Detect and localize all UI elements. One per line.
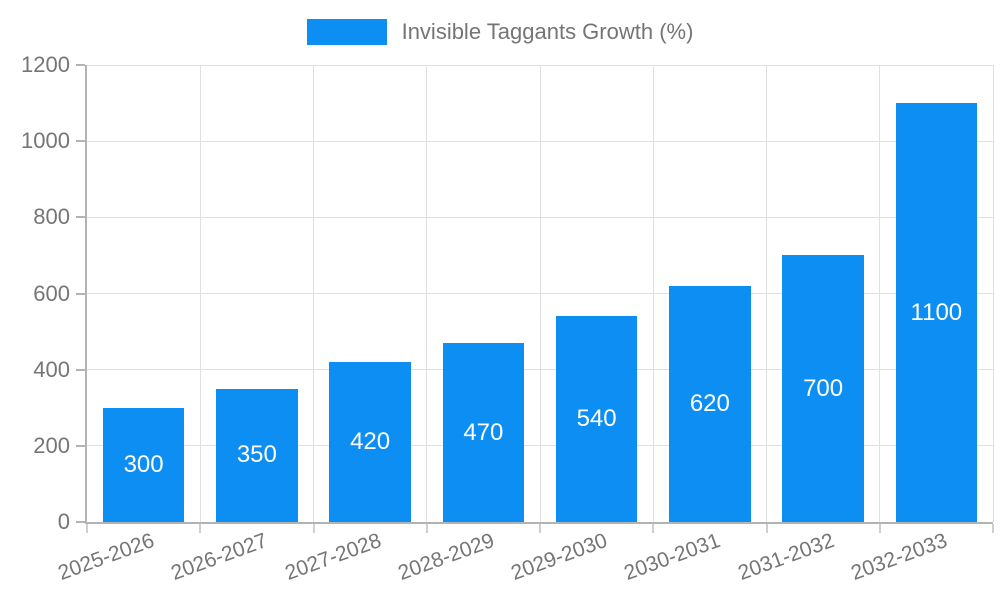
bar-value-label: 300 — [123, 450, 164, 478]
bar-2029-2030[interactable]: 540 — [555, 316, 638, 522]
legend[interactable]: Invisible Taggants Growth (%) — [0, 19, 1000, 45]
y-axis-tick — [76, 216, 85, 219]
y-axis-tick-label: 200 — [33, 432, 70, 458]
gridline-vertical — [426, 65, 428, 522]
x-axis-tick — [992, 524, 994, 533]
x-axis-tick — [878, 524, 881, 533]
x-axis-tick-label: 2031-2032 — [734, 529, 837, 585]
x-axis-tick-label: 2026-2027 — [168, 529, 271, 585]
x-axis-tick — [199, 524, 202, 533]
x-axis-tick-label: 2027-2028 — [281, 529, 384, 585]
bar-2028-2029[interactable]: 470 — [442, 343, 525, 522]
y-axis-tick-label: 800 — [33, 204, 70, 230]
gridline-vertical — [879, 65, 881, 522]
bar-2032-2033[interactable]: 1100 — [895, 103, 978, 522]
x-axis-tick — [765, 524, 768, 533]
x-axis-tick — [652, 524, 655, 533]
gridline-vertical — [652, 65, 654, 522]
x-axis-tick-label: 2028-2029 — [394, 529, 498, 585]
gridline-vertical — [313, 65, 314, 522]
x-axis-tick-label: 2030-2031 — [621, 529, 724, 585]
plot-area: 300 350 420 470 540 620 700 1100 — [85, 64, 994, 524]
bar-2031-2032[interactable]: 700 — [782, 255, 864, 522]
bar-value-label: 420 — [350, 428, 391, 456]
bar-2025-2026[interactable]: 300 — [102, 407, 185, 522]
x-axis-tick-label: 2025-2026 — [55, 529, 158, 585]
y-axis-tick — [76, 521, 85, 523]
y-axis-tick — [76, 140, 85, 143]
gridline-vertical — [539, 65, 541, 522]
y-axis-tick — [76, 368, 85, 371]
x-axis-tick-label: 2029-2030 — [508, 529, 611, 585]
gridline-vertical — [992, 65, 994, 522]
y-axis-tick-label: 1000 — [21, 128, 70, 154]
x-axis-tick — [312, 524, 315, 533]
y-axis-tick-label: 400 — [33, 356, 70, 382]
bar-2030-2031[interactable]: 620 — [669, 285, 751, 522]
gridline-vertical — [766, 65, 767, 522]
x-axis-tick-label: 2032-2033 — [847, 529, 951, 585]
bar-value-label: 1100 — [910, 298, 963, 326]
bar-value-label: 470 — [463, 418, 504, 446]
x-axis-tick — [425, 524, 428, 533]
bar-value-label: 620 — [689, 389, 730, 417]
bar-2027-2028[interactable]: 420 — [329, 362, 411, 522]
y-axis-tick-label: 1200 — [21, 52, 70, 77]
legend-label: Invisible Taggants Growth (%) — [401, 19, 694, 44]
legend-swatch[interactable] — [306, 19, 387, 45]
y-axis-tick — [76, 444, 85, 447]
bar-value-label: 540 — [576, 405, 617, 433]
x-axis-tick — [539, 524, 541, 533]
gridline-vertical — [199, 65, 201, 522]
y-axis-tick-label: 0 — [57, 509, 70, 534]
bar-value-label: 350 — [236, 441, 277, 469]
x-axis-tick — [86, 524, 88, 533]
bar-value-label: 700 — [803, 374, 844, 402]
y-axis-tick-label: 600 — [33, 280, 70, 306]
bar-2026-2027[interactable]: 350 — [216, 388, 298, 522]
y-axis-tick — [76, 64, 85, 66]
y-axis-tick — [76, 292, 85, 295]
